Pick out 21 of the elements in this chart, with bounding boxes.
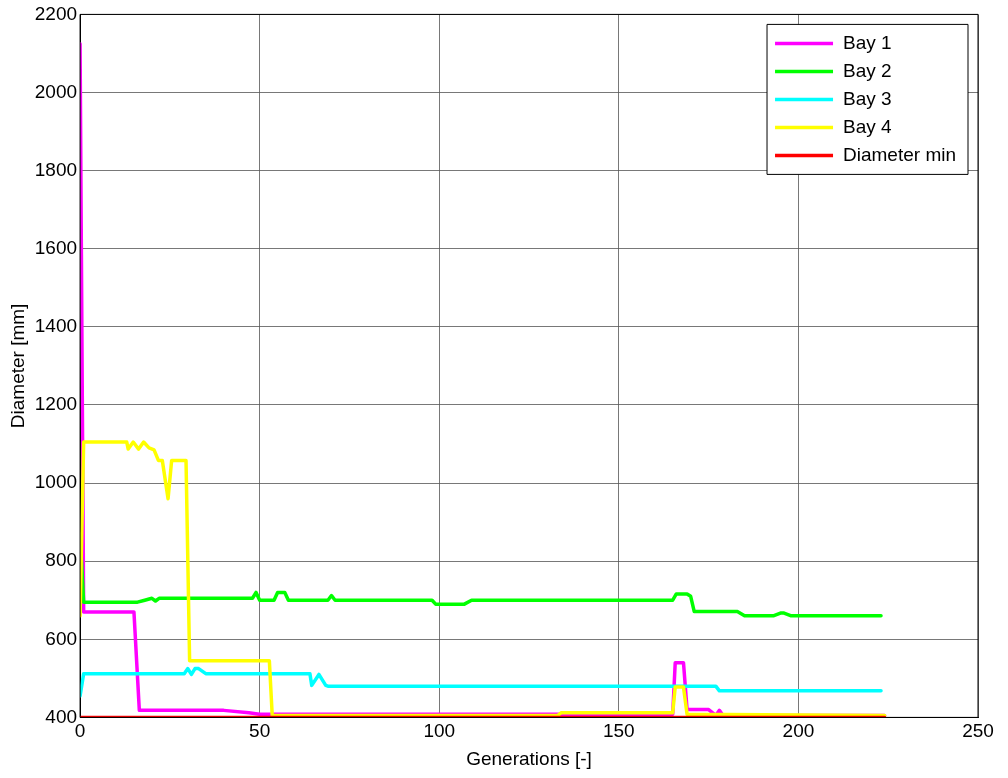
y-tick-label: 1600 — [34, 236, 78, 258]
legend-label: Bay 3 — [843, 87, 892, 109]
legend-label: Diameter min — [843, 143, 957, 165]
y-tick-label: 1200 — [34, 393, 78, 415]
x-tick-label: 100 — [423, 720, 456, 742]
y-tick-label: 1000 — [34, 471, 78, 493]
y-axis-title: Diameter [mm] — [6, 303, 28, 429]
y-tick-label: 1800 — [34, 158, 78, 180]
x-tick-label: 200 — [782, 720, 815, 742]
y-tick-label: 800 — [45, 549, 78, 571]
x-tick-label: 250 — [962, 720, 994, 742]
legend-label: Bay 4 — [843, 115, 893, 137]
y-tick-label: 1400 — [34, 315, 78, 337]
x-axis-title: Generations [-] — [466, 747, 592, 769]
x-tick-label: 50 — [249, 720, 271, 742]
x-tick-label: 150 — [602, 720, 635, 742]
y-tick-label: 2000 — [34, 80, 78, 102]
y-tick-label: 600 — [45, 627, 78, 649]
legend-label: Bay 1 — [843, 31, 892, 53]
legend-label: Bay 2 — [843, 59, 892, 81]
y-tick-label: 2200 — [34, 2, 78, 24]
